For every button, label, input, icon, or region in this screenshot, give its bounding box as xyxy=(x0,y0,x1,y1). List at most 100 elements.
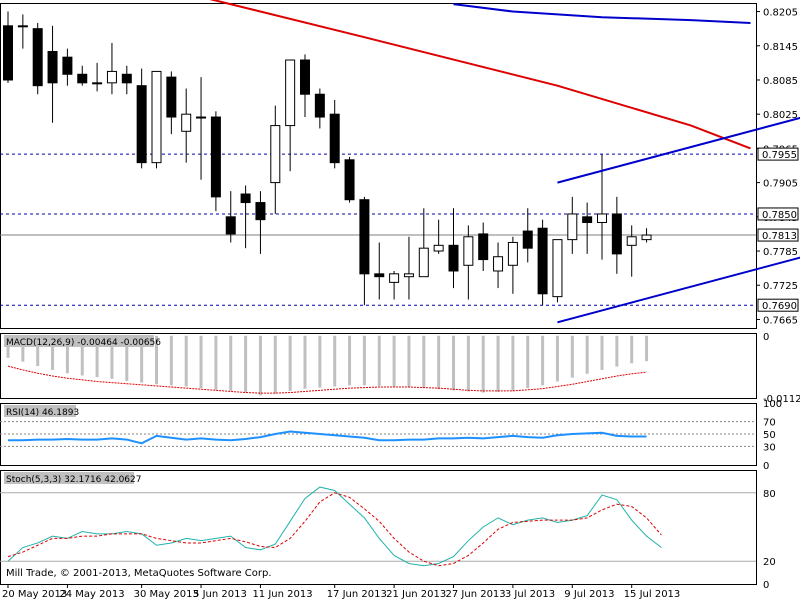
candle-body xyxy=(77,73,88,84)
candle-body xyxy=(121,73,132,84)
candle xyxy=(478,222,489,271)
price-level-tag-box xyxy=(757,298,799,312)
price-tick-label: 0.7665 xyxy=(763,315,798,326)
date-tick-label: 24 May 2013 xyxy=(59,589,124,600)
date-tick-label: 5 Jun 2013 xyxy=(193,589,247,600)
macd-label: MACD(12,26,9) -0.00464 -0.00656 xyxy=(6,338,161,348)
candle xyxy=(552,239,563,303)
macd-signal-line xyxy=(7,365,647,394)
candle xyxy=(210,111,221,212)
stochastic-panel-frame xyxy=(0,470,757,585)
candle-body xyxy=(151,70,162,164)
price-level-tag: 0.7690 xyxy=(762,301,797,312)
candle-body xyxy=(463,236,474,266)
date-tick-label: 20 May 2013 xyxy=(2,589,67,600)
candle xyxy=(240,185,251,249)
candle-body xyxy=(92,82,103,85)
candle-body xyxy=(418,247,429,278)
candle-body xyxy=(597,213,607,224)
date-tick-label: 17 Jun 2013 xyxy=(327,589,387,600)
candle-body xyxy=(300,59,310,95)
candle-body xyxy=(507,241,518,266)
candle-body xyxy=(389,273,400,283)
candle xyxy=(463,225,474,300)
date-tick-label: 9 Jul 2013 xyxy=(564,589,614,600)
stochastic-tick-label: 0 xyxy=(763,580,769,591)
candle xyxy=(626,225,637,277)
candle-body xyxy=(359,199,370,275)
candle-body xyxy=(106,70,117,84)
candle-body xyxy=(582,216,593,224)
candle-body xyxy=(136,85,147,164)
candle xyxy=(433,219,444,254)
candle xyxy=(270,105,281,214)
price-tick-label: 0.7905 xyxy=(763,179,798,190)
candle xyxy=(507,236,518,294)
price-tick-label: 0.7725 xyxy=(763,281,798,292)
candle-body xyxy=(270,125,281,184)
copyright-text: Mill Trade, © 2001-2013, MetaQuotes Soft… xyxy=(6,568,272,579)
candle xyxy=(641,228,652,243)
candle xyxy=(374,242,385,300)
price-level-tag-box xyxy=(757,147,799,161)
candle-body xyxy=(374,273,385,278)
rsi-label-box xyxy=(4,405,76,417)
candle xyxy=(389,270,400,300)
candle xyxy=(493,242,504,289)
candle-body xyxy=(344,159,355,201)
candle xyxy=(32,22,43,95)
price-tick-label: 0.8085 xyxy=(763,76,798,87)
candle xyxy=(62,48,73,86)
candle xyxy=(106,42,117,95)
candle xyxy=(403,236,414,300)
trend-channel-line xyxy=(557,256,800,324)
candle-body xyxy=(32,28,43,87)
candle-body xyxy=(537,227,548,295)
price-level-tag: 0.7850 xyxy=(762,210,797,221)
candle xyxy=(300,54,310,118)
candle xyxy=(418,208,429,278)
candle xyxy=(17,14,28,49)
candle xyxy=(136,68,147,169)
candle-body xyxy=(196,116,207,119)
stochastic-signal-line xyxy=(7,492,662,567)
price-level-tag-box xyxy=(757,228,799,242)
stochastic-tick-label: 20 xyxy=(763,557,776,568)
date-tick-label: 15 Jul 2013 xyxy=(624,589,681,600)
moving-average-line xyxy=(453,3,751,24)
price-level-tag-box xyxy=(757,207,799,221)
candle-body xyxy=(522,230,533,249)
candle-body xyxy=(611,213,622,255)
candle xyxy=(121,65,132,95)
date-tick-label: 30 May 2013 xyxy=(134,589,199,600)
price-level-tag: 0.7813 xyxy=(762,231,797,242)
candle xyxy=(181,88,192,163)
stochastic-label-box xyxy=(4,472,134,484)
candle xyxy=(537,219,548,306)
candle-body xyxy=(552,239,563,298)
candle xyxy=(225,191,236,243)
candle-body xyxy=(3,25,13,81)
candle-body xyxy=(641,234,652,241)
candle xyxy=(329,99,340,169)
candle-body xyxy=(17,25,28,28)
candle xyxy=(166,71,177,135)
candle-body xyxy=(433,244,444,252)
rsi-tick-label: 70 xyxy=(763,418,776,429)
candle-body xyxy=(47,50,58,84)
candle xyxy=(47,25,58,123)
rsi-label: RSI(14) 46.1893 xyxy=(6,408,79,418)
candle-body xyxy=(240,193,251,204)
date-tick-label: 27 Jun 2013 xyxy=(446,589,506,600)
rsi-tick-label: 100 xyxy=(763,399,782,410)
stochastic-tick-label: 80 xyxy=(763,489,776,500)
price-level-tag: 0.7955 xyxy=(762,150,797,161)
stochastic-panel: 80 20 0 Stoch(5,3,3) 32.1716 42.0627 xyxy=(0,470,776,591)
candle xyxy=(359,196,370,306)
candle-body xyxy=(493,256,504,272)
price-tick-label: 0.8025 xyxy=(763,110,798,121)
candle xyxy=(611,196,622,274)
date-tick-label: 3 Jul 2013 xyxy=(505,589,555,600)
candle-body xyxy=(448,244,459,272)
candle xyxy=(285,59,296,172)
